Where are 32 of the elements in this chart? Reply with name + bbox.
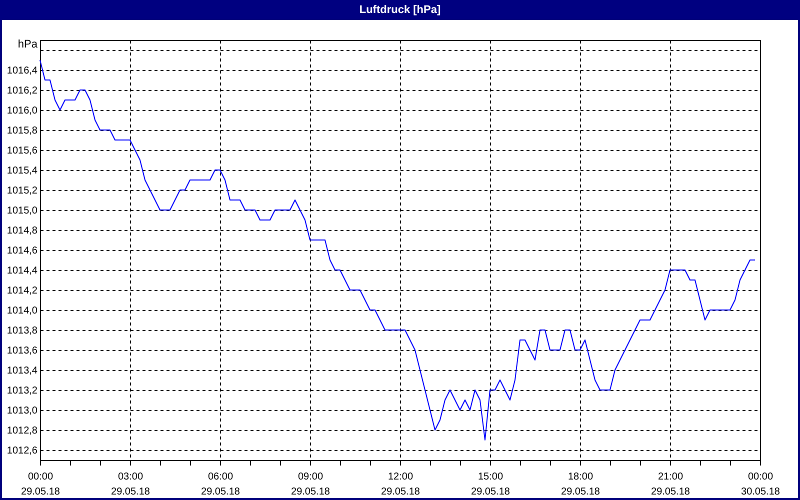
y-tick-label: 1012,8 xyxy=(6,426,38,436)
x-tick-label: 15:00 29.05.18 xyxy=(471,472,510,498)
y-tick-label: 1014,0 xyxy=(6,306,38,316)
y-tick-label: 1015,0 xyxy=(6,206,38,216)
x-tick-label: 09:00 29.05.18 xyxy=(291,472,330,498)
y-tick-label: 1016,2 xyxy=(6,86,38,96)
y-tick-label: 1013,0 xyxy=(6,406,38,416)
y-tick-label: 1015,8 xyxy=(6,126,38,136)
x-tick-label: 00:00 30.05.18 xyxy=(741,472,780,498)
y-tick-label: 1015,6 xyxy=(6,146,38,156)
y-tick-label: 1016,4 xyxy=(6,66,38,76)
chart-title: Luftdruck [hPa] xyxy=(359,4,441,16)
y-tick-label: 1015,2 xyxy=(6,186,38,196)
y-tick-label: 1016,0 xyxy=(6,106,38,116)
x-tick-label: 18:00 29.05.18 xyxy=(561,472,600,498)
y-tick-label: 1015,4 xyxy=(6,166,38,176)
x-tick-label: 06:00 29.05.18 xyxy=(201,472,240,498)
line-series xyxy=(40,60,756,440)
y-tick-label: 1014,2 xyxy=(6,286,38,296)
y-tick-label: 1014,4 xyxy=(6,266,38,276)
y-tick-label: 1013,6 xyxy=(6,346,38,356)
y-tick-label: 1012,6 xyxy=(6,446,38,456)
y-tick-label: 1013,8 xyxy=(6,326,38,336)
x-tick-label: 21:00 29.05.18 xyxy=(651,472,690,498)
y-tick-label: 1014,8 xyxy=(6,226,38,236)
y-tick-label: 1013,2 xyxy=(6,386,38,396)
x-tick-label: 03:00 29.05.18 xyxy=(111,472,150,498)
x-tick-label: 12:00 29.05.18 xyxy=(381,472,420,498)
x-tick-label: 00:00 29.05.18 xyxy=(21,472,60,498)
y-tick-label: 1014,6 xyxy=(6,246,38,256)
y-tick-label: 1013,4 xyxy=(6,366,38,376)
y-axis-title: hPa xyxy=(18,38,38,50)
